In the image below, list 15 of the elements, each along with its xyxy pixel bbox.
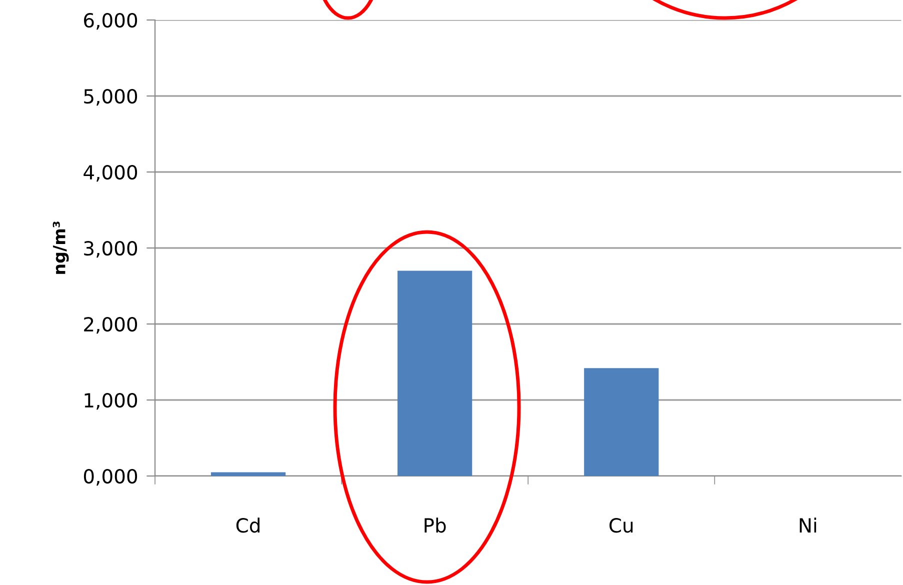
x-tick-label: Pb <box>424 518 446 533</box>
bar <box>584 368 659 476</box>
y-tick-label: 3,000 <box>84 240 138 258</box>
bar <box>398 270 472 476</box>
x-tick-label: Cu <box>610 518 633 533</box>
x-tick-label: Ni <box>800 518 816 532</box>
bar <box>210 472 286 476</box>
y-tick-label: 0,000 <box>84 468 138 486</box>
y-tick-label: 4,000 <box>84 164 138 182</box>
y-tick-label: 6,000 <box>84 12 138 30</box>
y-tick-label: 2,000 <box>84 316 138 334</box>
x-tick-label: Cd <box>236 518 260 533</box>
y-axis-title: ng/m³ <box>52 222 69 274</box>
y-tick-label: 1,000 <box>84 392 138 410</box>
y-tick-label: 5,000 <box>84 88 138 106</box>
